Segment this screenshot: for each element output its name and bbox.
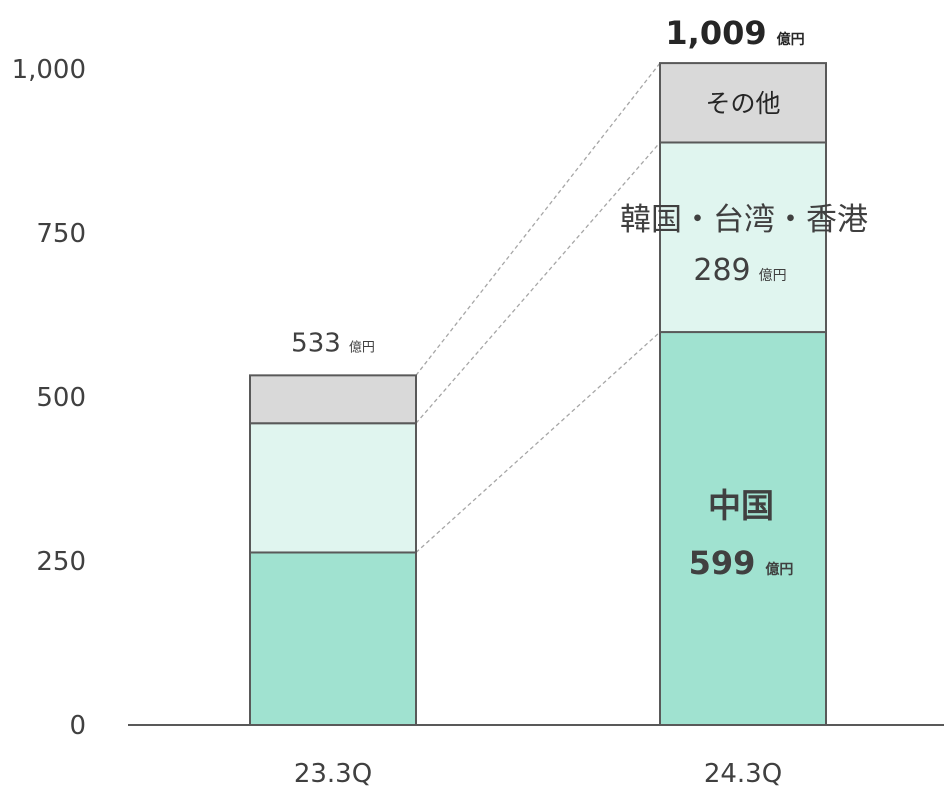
krhk-value-unit: 億円 <box>759 268 787 284</box>
connector-line-0 <box>415 331 661 553</box>
segment-label-other: その他 <box>705 89 780 118</box>
bars-group <box>249 62 827 726</box>
segment-label-krhk-value: 289 億円 <box>693 253 786 288</box>
bar-segment-24.3Q-2 <box>659 62 827 144</box>
connector-lines <box>415 62 661 553</box>
segment-label-krhk-name: 韓国・台湾・香港 <box>620 202 868 238</box>
segment-label-china-name: 中国 <box>708 486 774 525</box>
bar-segment-23.3Q-1 <box>249 422 417 554</box>
total-unit-24-3Q: 億円 <box>777 31 805 48</box>
china-value-number: 599 <box>689 544 756 582</box>
krhk-value-number: 289 <box>693 253 750 288</box>
connector-line-2 <box>415 62 661 376</box>
y-tick-label-0: 0 <box>69 711 86 741</box>
x-tick-label-24.3Q: 24.3Q <box>704 759 782 787</box>
bar-segment-23.3Q-0 <box>249 551 417 726</box>
total-value-23-3Q: 533 <box>291 328 341 358</box>
connector-line-1 <box>415 142 661 424</box>
total-unit-23-3Q: 億円 <box>349 339 375 355</box>
total-label-23-3Q: 533 億円 <box>291 328 375 358</box>
bar-segment-24.3Q-0 <box>659 331 827 726</box>
bar-segment-24.3Q-1 <box>659 141 827 334</box>
y-tick-label-750: 750 <box>36 219 86 249</box>
y-tick-label-1000: 1,000 <box>12 55 86 85</box>
y-tick-label-250: 250 <box>36 547 86 577</box>
x-tick-label-23.3Q: 23.3Q <box>294 759 372 787</box>
total-label-24-3Q: 1,009 億円 <box>665 14 804 52</box>
bar-segment-23.3Q-2 <box>249 374 417 425</box>
y-tick-label-500: 500 <box>36 383 86 413</box>
segment-label-china-value: 599 億円 <box>689 544 794 582</box>
total-value-24-3Q: 1,009 <box>665 14 766 52</box>
china-value-unit: 億円 <box>765 561 793 578</box>
axes-group: 0 250 500 750 1,000 23.3Q 24.3Q <box>12 55 944 789</box>
